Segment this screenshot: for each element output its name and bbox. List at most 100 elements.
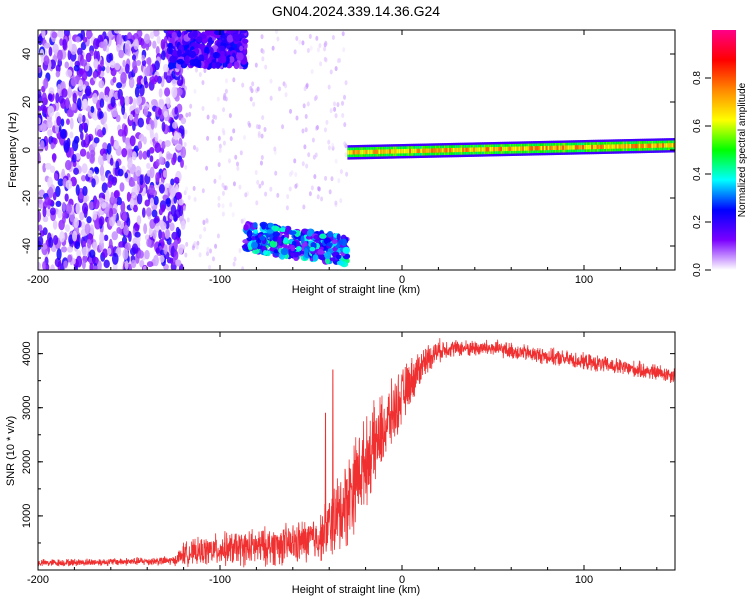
- heatmap-cell: [100, 174, 106, 182]
- heatmap-cell: [238, 248, 242, 254]
- heatmap-cell: [177, 49, 182, 58]
- heatmap-cell: [138, 133, 145, 142]
- heatmap-cell: [192, 186, 196, 192]
- heatmap-cell: [163, 71, 168, 80]
- heatmap-cell: [92, 113, 99, 121]
- snr-x-tick-label: -100: [209, 574, 231, 586]
- heatmap-cell: [422, 148, 425, 153]
- heatmap-cell: [662, 143, 665, 148]
- heatmap-cell: [108, 238, 113, 251]
- heatmap-cell: [598, 144, 601, 150]
- heatmap-cell: [185, 186, 189, 192]
- heatmap-cell: [52, 234, 59, 246]
- heatmap-cell: [141, 54, 146, 62]
- heatmap-cell: [175, 87, 183, 96]
- heatmap-cell: [185, 241, 189, 247]
- heatmap-cell: [411, 148, 414, 154]
- heatmap-cell: [59, 81, 65, 91]
- heatmap-cell: [217, 195, 221, 201]
- heatmap-cell: [378, 149, 381, 154]
- snr-x-tick-label: 0: [399, 574, 405, 586]
- heatmap-cell: [48, 237, 54, 248]
- heatmap-cell: [158, 88, 163, 98]
- heatmap-cell: [224, 88, 228, 94]
- heatmap-cell: [63, 140, 70, 151]
- heatmap-cell: [38, 65, 42, 74]
- heatmap-cell: [92, 265, 98, 270]
- heatmap-cell: [168, 46, 173, 55]
- heatmap-cell: [283, 237, 289, 244]
- heatmap-cell: [203, 226, 207, 232]
- heatmap-cell: [90, 149, 96, 158]
- heatmap-cell: [496, 146, 499, 152]
- heatmap-cell: [180, 146, 187, 159]
- heatmap-cell: [128, 114, 134, 121]
- heatmap-cell: [54, 257, 62, 268]
- heatmap-cell: [281, 124, 285, 130]
- heatmap-cell: [39, 139, 45, 151]
- heatmap-cell: [119, 95, 124, 107]
- heatmap-cell: [81, 174, 86, 182]
- heatmap-y-tick-label: 20: [21, 96, 33, 108]
- heatmap-cell: [102, 41, 107, 52]
- heatmap-cell: [418, 148, 421, 153]
- heatmap-cell: [84, 88, 91, 96]
- heatmap-cell: [402, 149, 405, 154]
- heatmap-cell: [128, 180, 136, 187]
- heatmap-cell: [106, 142, 112, 155]
- heatmap-cell: [71, 102, 77, 111]
- heatmap-cell: [412, 148, 416, 154]
- heatmap-cell: [301, 40, 305, 46]
- heatmap-cell: [534, 146, 538, 151]
- heatmap-cell: [171, 138, 179, 145]
- heatmap-cell: [124, 43, 130, 56]
- heatmap-cell: [132, 97, 137, 110]
- heatmap-cell: [82, 185, 88, 197]
- heatmap-cell: [103, 259, 110, 269]
- heatmap-cell: [253, 229, 259, 234]
- heatmap-cell: [545, 145, 549, 151]
- heatmap-cell: [278, 227, 287, 232]
- heatmap-cell: [317, 250, 326, 255]
- heatmap-cell: [638, 143, 641, 149]
- heatmap-cell: [549, 145, 552, 151]
- heatmap-cell: [203, 68, 207, 74]
- heatmap-cell: [633, 143, 636, 149]
- heatmap-cell: [41, 243, 48, 250]
- heatmap-cell: [331, 142, 335, 148]
- snr-y-label: SNR (10 * v/v): [5, 416, 17, 486]
- heatmap-cell: [183, 190, 187, 196]
- heatmap-cell: [500, 146, 503, 152]
- heatmap-cells: [38, 30, 675, 270]
- heatmap-cell: [198, 234, 202, 240]
- heatmap-cell: [254, 170, 258, 176]
- heatmap-cell: [405, 148, 408, 154]
- heatmap-cell: [49, 165, 56, 173]
- heatmap-cell: [323, 46, 327, 52]
- heatmap-cell: [123, 124, 128, 137]
- heatmap-cell: [171, 31, 177, 39]
- heatmap-cell: [228, 113, 232, 119]
- heatmap-cell: [313, 234, 321, 240]
- snr-x-ticks: -200 -100 0 100: [27, 332, 658, 586]
- heatmap-cell: [75, 202, 81, 215]
- heatmap-cell: [55, 92, 60, 104]
- heatmap-cell: [288, 186, 292, 192]
- heatmap-cell: [272, 235, 279, 242]
- heatmap-cell: [38, 261, 41, 270]
- heatmap-cell: [622, 144, 625, 149]
- heatmap-cell: [589, 144, 592, 150]
- heatmap-cell: [327, 145, 331, 151]
- heatmap-cell: [239, 150, 243, 156]
- heatmap-cell: [101, 127, 106, 136]
- heatmap-cell: [656, 143, 660, 148]
- heatmap-cell: [116, 82, 123, 89]
- heatmap-cell: [591, 144, 594, 150]
- heatmap-cell: [50, 142, 55, 150]
- heatmap-cell: [169, 222, 175, 232]
- heatmap-cell: [38, 35, 43, 46]
- heatmap-cell: [52, 153, 56, 163]
- heatmap-cell: [124, 95, 130, 106]
- heatmap-cell: [221, 211, 225, 217]
